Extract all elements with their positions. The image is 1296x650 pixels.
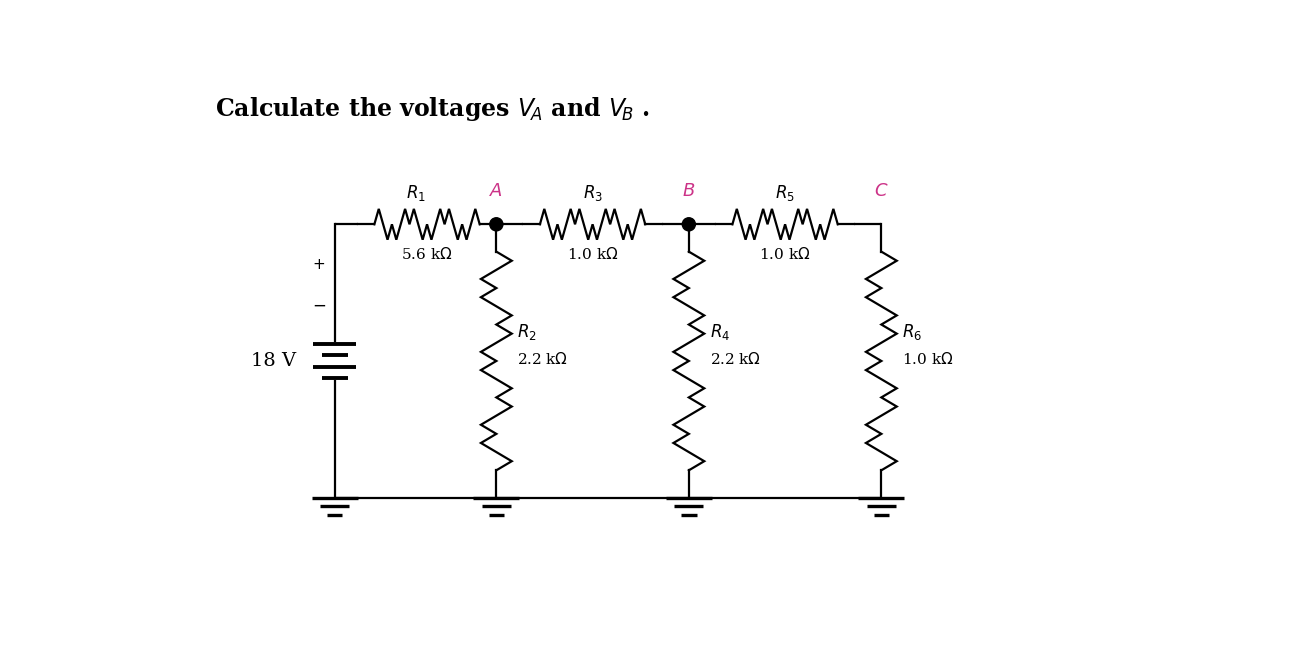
Text: $R_1$: $R_1$ — [406, 183, 425, 203]
Text: 1.0 k$\Omega$: 1.0 k$\Omega$ — [566, 246, 618, 262]
Text: 2.2 k$\Omega$: 2.2 k$\Omega$ — [517, 351, 568, 367]
Text: 1.0 k$\Omega$: 1.0 k$\Omega$ — [902, 351, 954, 367]
Circle shape — [490, 218, 503, 231]
Text: $B$: $B$ — [682, 181, 696, 200]
Text: $R_5$: $R_5$ — [775, 183, 794, 203]
Circle shape — [682, 218, 696, 231]
Text: $R_2$: $R_2$ — [517, 322, 537, 342]
Text: $C$: $C$ — [874, 181, 889, 200]
Text: 18 V: 18 V — [251, 352, 297, 370]
Text: 5.6 k$\Omega$: 5.6 k$\Omega$ — [402, 246, 452, 262]
Text: Calculate the voltages $V_{\!A}$ and $V_{\!B}$ .: Calculate the voltages $V_{\!A}$ and $V_… — [215, 95, 651, 123]
Text: 1.0 k$\Omega$: 1.0 k$\Omega$ — [759, 246, 811, 262]
Text: $A$: $A$ — [490, 181, 503, 200]
Text: $R_6$: $R_6$ — [902, 322, 923, 342]
Text: −: − — [312, 296, 327, 314]
Text: 2.2 k$\Omega$: 2.2 k$\Omega$ — [710, 351, 761, 367]
Text: $R_3$: $R_3$ — [583, 183, 603, 203]
Text: +: + — [312, 257, 325, 272]
Text: $R_4$: $R_4$ — [710, 322, 730, 342]
